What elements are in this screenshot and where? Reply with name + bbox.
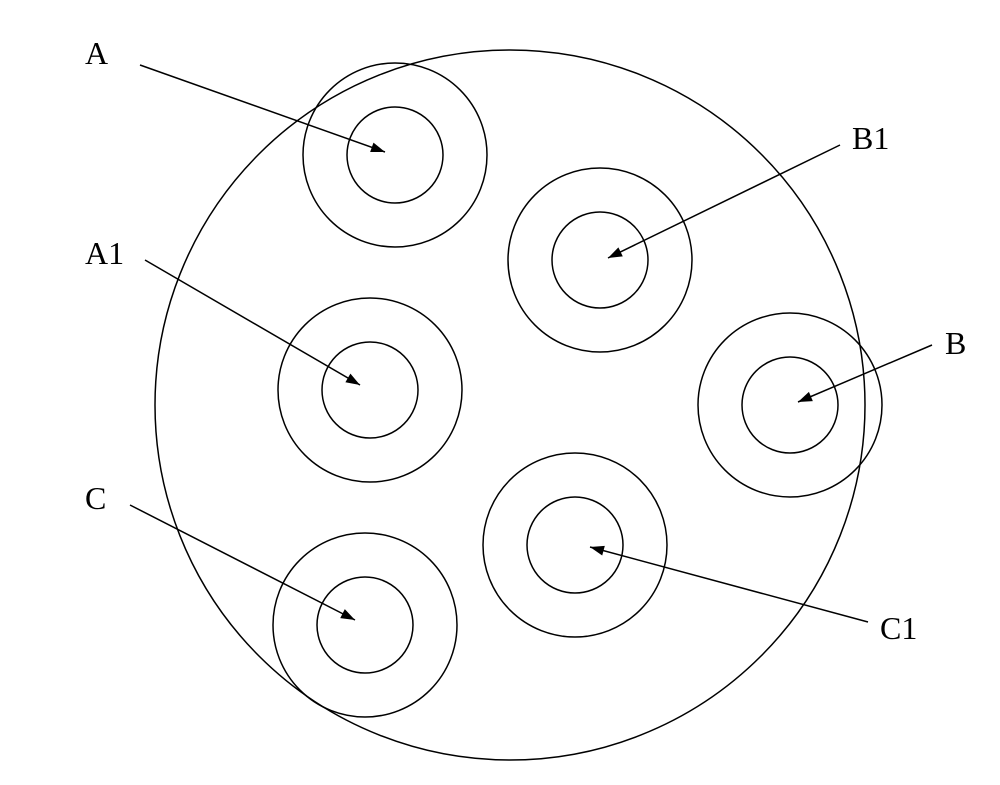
node-outer-A1 — [278, 298, 462, 482]
node-outer-B1 — [508, 168, 692, 352]
node-inner-B — [742, 357, 838, 453]
node-outer-A — [303, 63, 487, 247]
node-outer-C1 — [483, 453, 667, 637]
label-A1: A1 — [85, 235, 124, 272]
leader-line-A — [140, 65, 385, 152]
label-C1: C1 — [880, 610, 917, 647]
node-outer-B — [698, 313, 882, 497]
node-inner-A1 — [322, 342, 418, 438]
leader-line-B1 — [608, 145, 840, 258]
node-inner-A — [347, 107, 443, 203]
leader-line-A1 — [145, 260, 360, 385]
label-B: B — [945, 325, 966, 362]
diagram-canvas: A B1 A1 B C C1 — [0, 0, 1000, 785]
node-outer-C — [273, 533, 457, 717]
leader-line-C1 — [590, 547, 868, 622]
node-inner-B1 — [552, 212, 648, 308]
node-inner-C — [317, 577, 413, 673]
leader-line-C — [130, 505, 355, 620]
label-C: C — [85, 480, 106, 517]
outer-circle — [155, 50, 865, 760]
label-A: A — [85, 35, 108, 72]
label-B1: B1 — [852, 120, 889, 157]
node-inner-C1 — [527, 497, 623, 593]
diagram-svg — [0, 0, 1000, 785]
